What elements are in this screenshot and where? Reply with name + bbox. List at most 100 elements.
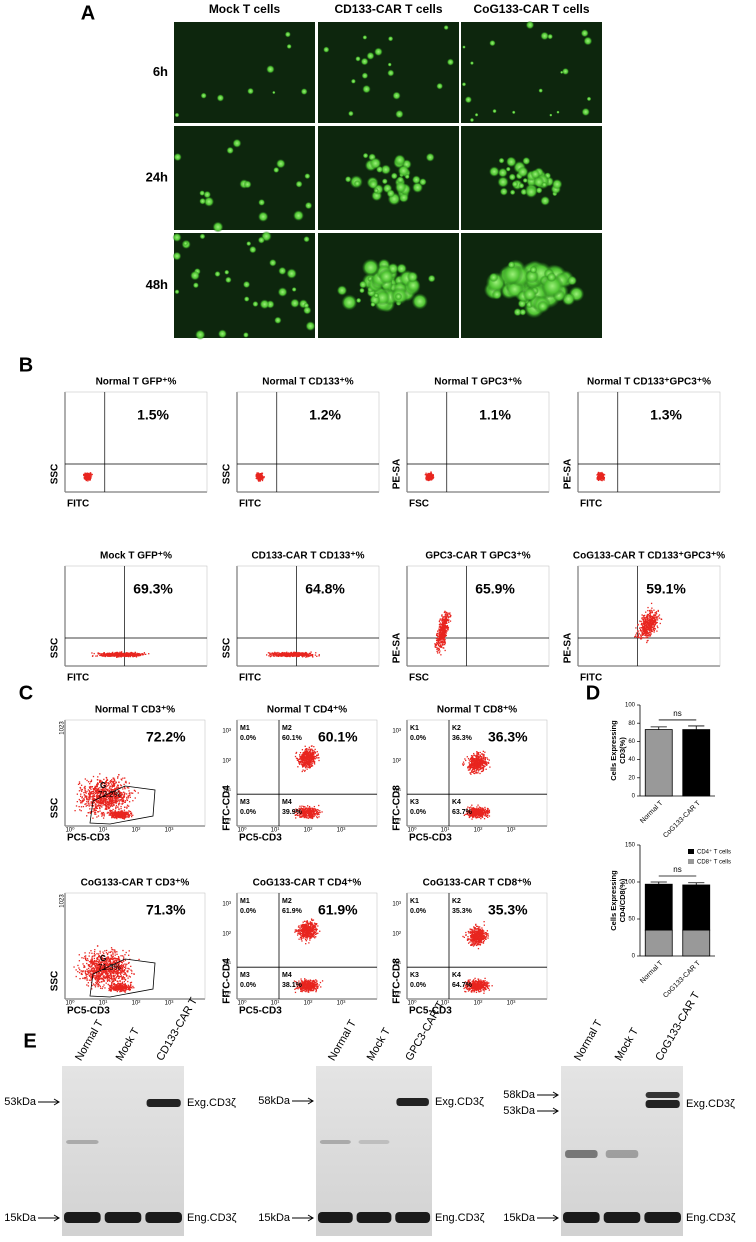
cell	[512, 181, 519, 188]
event	[86, 780, 87, 781]
event	[275, 653, 276, 654]
event	[88, 801, 89, 802]
event	[650, 626, 651, 627]
event	[431, 473, 432, 474]
event	[124, 793, 125, 794]
percentage: 1.5%	[137, 407, 169, 423]
event	[450, 614, 451, 615]
event	[81, 802, 82, 803]
events	[255, 472, 264, 481]
cell	[497, 176, 508, 187]
event	[446, 626, 447, 627]
event	[307, 757, 308, 758]
cell	[506, 157, 517, 168]
cell	[303, 236, 309, 242]
event	[274, 654, 275, 655]
cell	[388, 62, 392, 66]
event	[92, 474, 93, 475]
event	[318, 809, 319, 810]
event	[646, 625, 647, 626]
event	[636, 632, 637, 633]
event	[104, 804, 105, 805]
cell	[374, 293, 379, 298]
event	[445, 650, 446, 651]
event	[109, 810, 110, 811]
events	[83, 472, 93, 481]
cell	[195, 330, 205, 340]
events	[434, 611, 451, 656]
event	[641, 636, 642, 637]
event	[602, 475, 603, 476]
event	[313, 753, 314, 754]
event	[100, 802, 101, 803]
event	[301, 654, 302, 655]
panel-label: B	[19, 354, 33, 376]
event	[106, 807, 107, 808]
event	[121, 651, 122, 652]
event	[644, 623, 645, 624]
event	[110, 782, 111, 783]
event	[109, 656, 110, 657]
event	[436, 638, 437, 639]
event	[436, 649, 437, 650]
cell	[200, 233, 206, 239]
cell	[361, 58, 369, 66]
event	[440, 644, 441, 645]
event	[96, 810, 97, 811]
event	[643, 615, 644, 616]
event	[444, 622, 445, 623]
event	[661, 618, 662, 619]
event	[86, 801, 87, 802]
cell	[447, 58, 454, 65]
event	[115, 806, 116, 807]
row-label: 6h	[153, 64, 168, 79]
event	[282, 654, 283, 655]
cell	[278, 287, 288, 297]
event	[440, 627, 441, 628]
event	[90, 477, 91, 478]
cell	[582, 108, 590, 116]
event	[90, 792, 91, 793]
x-axis-label: FITC	[67, 499, 89, 510]
event	[651, 610, 652, 611]
panel-label: C	[19, 682, 33, 704]
cell	[337, 285, 347, 295]
event	[101, 815, 102, 816]
event	[88, 802, 89, 803]
event	[315, 652, 316, 653]
event	[604, 474, 605, 475]
gate-percentage: 72.2%	[98, 790, 121, 799]
event	[93, 796, 94, 797]
event	[431, 474, 432, 475]
event	[86, 791, 87, 792]
event	[88, 799, 89, 800]
event	[258, 479, 259, 480]
event	[260, 474, 261, 475]
event	[86, 815, 87, 816]
event	[303, 758, 304, 759]
event	[297, 766, 298, 767]
event	[80, 800, 81, 801]
event	[646, 642, 647, 643]
event	[597, 477, 598, 478]
event	[271, 655, 272, 656]
event	[597, 473, 598, 474]
x-axis-label: PC5-CD3	[239, 833, 282, 844]
event	[116, 782, 117, 783]
event	[444, 632, 445, 633]
event	[641, 614, 642, 615]
percentage: 65.9%	[475, 581, 515, 597]
event	[114, 817, 115, 818]
event	[99, 801, 100, 802]
event	[120, 808, 121, 809]
event	[447, 614, 448, 615]
event	[95, 793, 96, 794]
event	[261, 477, 262, 478]
event	[119, 803, 120, 804]
cell	[175, 113, 180, 118]
y-axis-label: SSC	[50, 464, 61, 485]
event	[316, 656, 317, 657]
event	[430, 476, 431, 477]
event	[88, 804, 89, 805]
